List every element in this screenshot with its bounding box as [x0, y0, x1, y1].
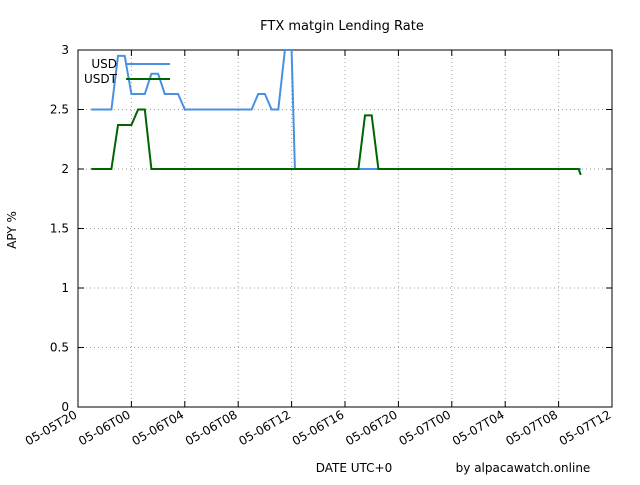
x-tick-label: 05-07T00 — [397, 407, 454, 448]
y-tick-label: 0 — [61, 400, 69, 414]
y-tick-label: 1 — [61, 281, 69, 295]
x-tick-label: 05-05T20 — [23, 407, 80, 448]
legend-label-usd: USD — [91, 57, 117, 71]
x-tick-label: 05-07T04 — [450, 407, 507, 448]
series-lines — [91, 49, 582, 176]
credit-text: by alpacawatch.online — [456, 461, 591, 475]
y-tick-label: 0.5 — [50, 341, 69, 355]
series-line-usdt — [91, 108, 582, 176]
chart-title: FTX matgin Lending Rate — [260, 19, 424, 34]
x-tick-label: 05-06T20 — [343, 407, 400, 448]
legend-label-usdt: USDT — [84, 72, 118, 86]
x-tick-label: 05-06T00 — [76, 407, 133, 448]
x-axis-label: DATE UTC+0 — [316, 461, 393, 475]
x-tick-label: 05-06T16 — [290, 407, 347, 448]
x-tick-label: 05-06T04 — [130, 407, 187, 448]
x-tick-label: 05-06T08 — [183, 407, 240, 448]
y-tick-label: 1.5 — [50, 222, 69, 236]
x-tick-label: 05-06T12 — [236, 407, 293, 448]
x-tick-label: 05-07T12 — [557, 407, 614, 448]
x-tick-label: 05-07T08 — [503, 407, 560, 448]
series-line-usd — [91, 49, 581, 170]
y-axis-label: APY % — [5, 211, 19, 249]
y-tick-label: 2.5 — [50, 103, 69, 117]
y-tick-label: 2 — [61, 162, 69, 176]
y-tick-label: 3 — [61, 43, 69, 57]
grid — [78, 50, 612, 407]
